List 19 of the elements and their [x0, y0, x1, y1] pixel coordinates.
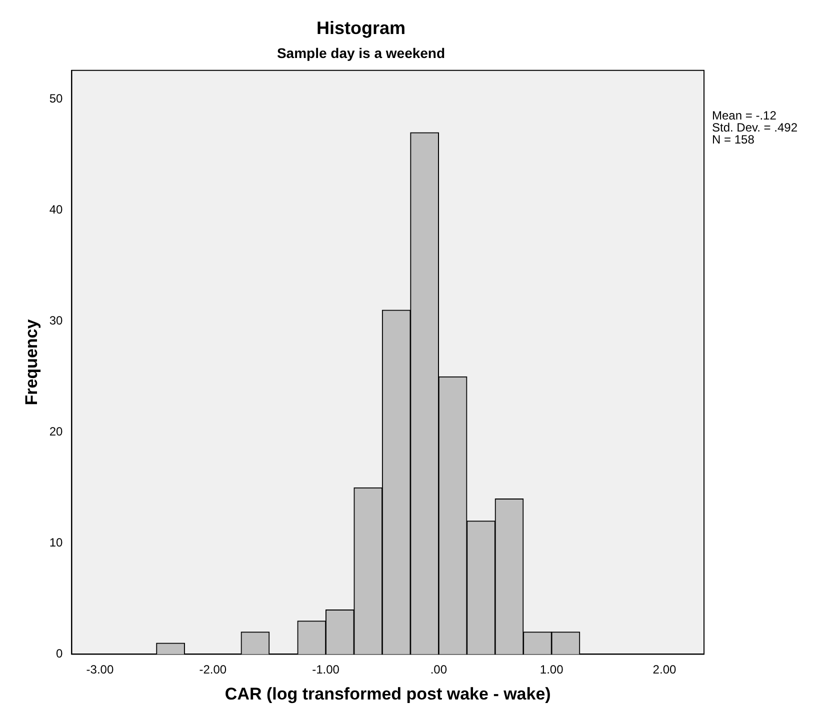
x-tick-label: 1.00	[540, 662, 564, 677]
y-tick-label: 20	[49, 424, 64, 439]
x-axis-title: CAR (log transformed post wake - wake)	[224, 684, 551, 704]
y-tick-label: 50	[49, 92, 64, 106]
x-tick-label: -1.00	[312, 662, 340, 677]
y-tick-label: 0	[56, 646, 64, 661]
x-tick-label: 2.00	[652, 662, 676, 677]
x-tick-label: .00	[430, 662, 448, 677]
y-tick-label: 10	[49, 536, 64, 550]
x-tick-label: -3.00	[86, 662, 114, 677]
text: Mean = -.12	[712, 108, 777, 123]
x-tick-label: -2.00	[199, 662, 227, 677]
chart-title: Histogram	[316, 18, 406, 38]
chart-subtitle: Sample day is a weekend	[276, 44, 446, 61]
text: N = 158	[712, 132, 755, 147]
y-tick-label: 40	[49, 202, 64, 217]
y-axis-title: Frequency	[22, 318, 41, 406]
text: Std. Dev. = .492	[712, 120, 798, 135]
y-tick-label: 30	[49, 314, 64, 328]
